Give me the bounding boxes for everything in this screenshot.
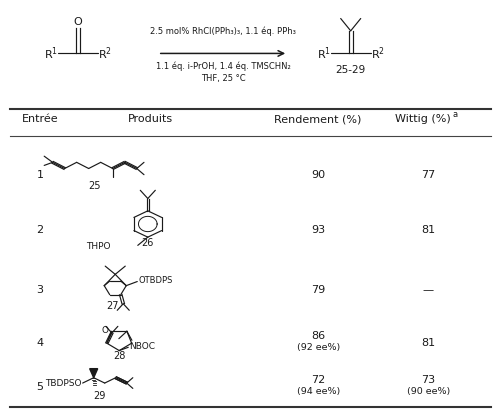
- Text: Entrée: Entrée: [22, 114, 59, 124]
- Text: 28: 28: [113, 351, 125, 361]
- Text: (94 ee%): (94 ee%): [297, 387, 340, 396]
- Text: Produits: Produits: [128, 114, 173, 124]
- Text: 93: 93: [311, 225, 325, 235]
- Text: 27: 27: [107, 301, 119, 311]
- Text: 4: 4: [37, 338, 44, 348]
- Text: 81: 81: [421, 338, 435, 348]
- Text: 73: 73: [421, 375, 435, 385]
- Text: R$^1$: R$^1$: [317, 45, 331, 62]
- Text: R$^2$: R$^2$: [98, 45, 112, 62]
- Text: —: —: [423, 285, 434, 295]
- Text: 77: 77: [421, 170, 435, 180]
- Text: 3: 3: [37, 285, 44, 295]
- Text: Wittig (%): Wittig (%): [395, 114, 451, 124]
- Text: R$^1$: R$^1$: [44, 45, 58, 62]
- Text: 81: 81: [421, 225, 435, 235]
- Text: 79: 79: [311, 285, 325, 295]
- Text: R$^2$: R$^2$: [371, 45, 385, 62]
- Text: 26: 26: [142, 238, 154, 248]
- Text: 90: 90: [311, 170, 325, 180]
- Text: 5: 5: [37, 382, 44, 392]
- Text: (90 ee%): (90 ee%): [407, 387, 450, 396]
- Polygon shape: [90, 369, 98, 378]
- Text: 25-29: 25-29: [336, 65, 366, 75]
- Text: Rendement (%): Rendement (%): [275, 114, 362, 124]
- Text: 1: 1: [37, 170, 44, 180]
- Text: 29: 29: [93, 391, 105, 401]
- Text: THF, 25 °C: THF, 25 °C: [200, 74, 245, 83]
- Text: O: O: [73, 17, 82, 27]
- Text: TBDPSO: TBDPSO: [45, 379, 82, 388]
- Text: 2.5 mol% RhCl(PPh₃)₃, 1.1 éq. PPh₃: 2.5 mol% RhCl(PPh₃)₃, 1.1 éq. PPh₃: [150, 26, 296, 36]
- Text: NBOC: NBOC: [129, 342, 155, 351]
- Text: a: a: [452, 110, 457, 119]
- Text: 72: 72: [311, 375, 325, 385]
- Text: 1.1 éq. i-PrOH, 1.4 éq. TMSCHN₂: 1.1 éq. i-PrOH, 1.4 éq. TMSCHN₂: [156, 61, 290, 71]
- Text: 86: 86: [311, 331, 325, 341]
- Text: O: O: [101, 326, 108, 335]
- Text: 25: 25: [89, 181, 101, 191]
- Text: OTBDPS: OTBDPS: [139, 276, 173, 285]
- Text: 2: 2: [37, 225, 44, 235]
- Text: (92 ee%): (92 ee%): [297, 343, 340, 352]
- Text: THPO: THPO: [86, 242, 110, 251]
